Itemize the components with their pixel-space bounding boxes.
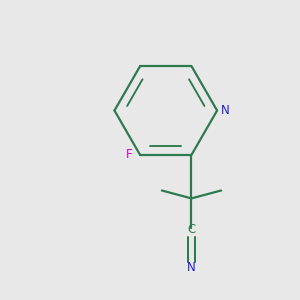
Text: F: F <box>126 148 132 161</box>
Text: N: N <box>220 104 230 117</box>
Text: C: C <box>187 224 196 236</box>
Text: N: N <box>187 261 196 274</box>
